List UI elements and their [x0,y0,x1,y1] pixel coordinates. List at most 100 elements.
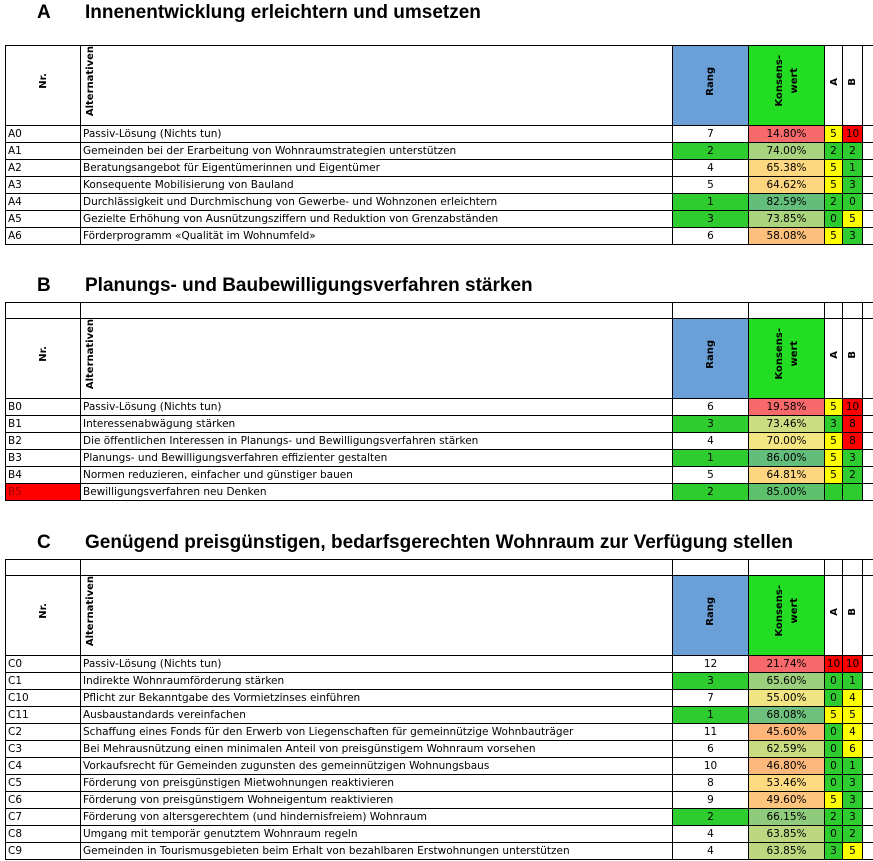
cell [862,672,873,691]
header-b: B [847,608,858,617]
cell [748,302,825,319]
row: B3 Planungs- und Bewilligungsverfahren ef… [5,449,873,468]
alternative-cell: Umgang mit temporär genutztem Wohnraum r… [80,825,673,844]
cell [862,159,873,178]
header-cell: Alternativen [80,45,673,127]
table-body: Nr. Alternativen Rang Konsens- wert A B C0 Pass… [5,559,873,861]
header-nr: Nr. [37,73,49,89]
a-cell: 0 [824,689,843,708]
b-cell: 10 [842,655,863,674]
alternative-cell: Gezielte Erhöhung von Ausnützungsziffern… [80,210,673,229]
row: A0 Passiv-Lösung (Nichts tun) 7 14.80% 5 10 [5,125,873,144]
nr-cell: C7 [5,808,81,827]
cell [862,432,873,451]
rang-cell: 10 [672,757,749,776]
nr-cell: C1 [5,672,81,691]
konsens-cell: 14.80% [748,125,825,144]
a-cell: 5 [824,791,843,810]
b-cell: 5 [842,842,863,861]
header-a: A [829,78,840,87]
alternative-cell: Pflicht zur Bekanntgabe des Vormietzinse… [80,689,673,708]
alternative-cell: Durchlässigkeit und Durchmischung von Ge… [80,193,673,212]
row: C2 Schaffung eines Fonds für den Erwerb v… [5,723,873,742]
cell [862,176,873,195]
header-a: A [829,608,840,617]
alternative-cell: Interessenabwägung stärken [80,415,673,434]
rang-cell: 12 [672,655,749,674]
rang-cell: 6 [672,740,749,759]
a-cell: 2 [824,142,843,161]
header-cell: Alternativen [80,317,673,400]
row: B0 Passiv-Lösung (Nichts tun) 6 19.58% 5 10 [5,398,873,417]
row: C1 Indirekte Wohnraumförderung stärken 3 65… [5,672,873,691]
a-cell: 5 [824,159,843,178]
cell [862,210,873,229]
cell [862,574,873,657]
header-cell: B [842,317,863,400]
cell [862,689,873,708]
table-wrap: Nr. Alternativen Rang Konsens- wert A B C0 Pass… [5,559,873,861]
cell [862,483,873,502]
alternative-cell: Die öffentlichen Interessen in Planungs-… [80,432,673,451]
b-cell: 0 [842,193,863,212]
a-cell: 0 [824,757,843,776]
nr-cell: B2 [5,432,81,451]
cell [862,415,873,434]
konsens-cell: 63.85% [748,825,825,844]
rang-cell: 6 [672,227,749,246]
a-cell: 0 [824,672,843,691]
b-cell: 6 [842,740,863,759]
row: C6 Förderung von preisgünstigem Wohneigen… [5,791,873,810]
b-cell: 1 [842,159,863,178]
konsens-cell: 66.15% [748,808,825,827]
table-wrap: Nr. Alternativen Rang Konsens- wert A B B0 Pass… [5,302,873,502]
nr-cell: C0 [5,655,81,674]
a-cell: 5 [824,125,843,144]
konsens-cell: 85.00% [748,483,825,502]
row: B2 Die öffentlichen Interessen in Planung… [5,432,873,451]
rang-cell: 4 [672,432,749,451]
b-cell: 8 [842,432,863,451]
row: C10 Pflicht zur Bekanntgabe des Vormietzi… [5,689,873,708]
nr-cell: A5 [5,210,81,229]
cell [842,302,863,319]
alternative-cell: Gemeinden bei der Erarbeitung von Wohnra… [80,142,673,161]
header-cell: B [842,45,863,127]
row: B5 Bewilligungsverfahren neu Denken 2 85.00… [5,483,873,502]
nr-cell: B0 [5,398,81,417]
b-cell: 4 [842,689,863,708]
cell [862,125,873,144]
cell [862,466,873,485]
konsens-cell: 86.00% [748,449,825,468]
rang-cell: 2 [672,142,749,161]
nr-cell: B5 [5,483,81,502]
rang-cell: 1 [672,193,749,212]
b-cell: 3 [842,449,863,468]
konsens-cell: 82.59% [748,193,825,212]
header-row: Nr. Alternativen Rang Konsens- wert A B [5,317,873,400]
b-cell: 2 [842,142,863,161]
header-alt: Alternativen [85,46,96,117]
a-cell: 5 [824,176,843,195]
cell [862,227,873,246]
header-alt: Alternativen [85,576,96,647]
cell [748,559,825,576]
konsens-cell: 65.60% [748,672,825,691]
alternative-cell: Passiv-Lösung (Nichts tun) [80,125,673,144]
konsens-cell: 21.74% [748,655,825,674]
cell [672,559,749,576]
a-cell: 0 [824,210,843,229]
blank-row [5,302,873,319]
cell [862,706,873,725]
table-body: Nr. Alternativen Rang Konsens- wert A B A0 Pass… [5,45,873,246]
b-cell: 10 [842,125,863,144]
rang-cell: 3 [672,210,749,229]
header-row: Nr. Alternativen Rang Konsens- wert A B [5,45,873,127]
rang-cell: 2 [672,483,749,502]
a-cell: 0 [824,740,843,759]
alternative-cell: Förderung von preisgünstigem Wohneigentu… [80,791,673,810]
row: C5 Förderung von preisgünstigen Mietwohnu… [5,774,873,793]
header-konsens: Konsens- wert [773,55,800,107]
konsens-cell: 74.00% [748,142,825,161]
a-cell [824,483,843,502]
